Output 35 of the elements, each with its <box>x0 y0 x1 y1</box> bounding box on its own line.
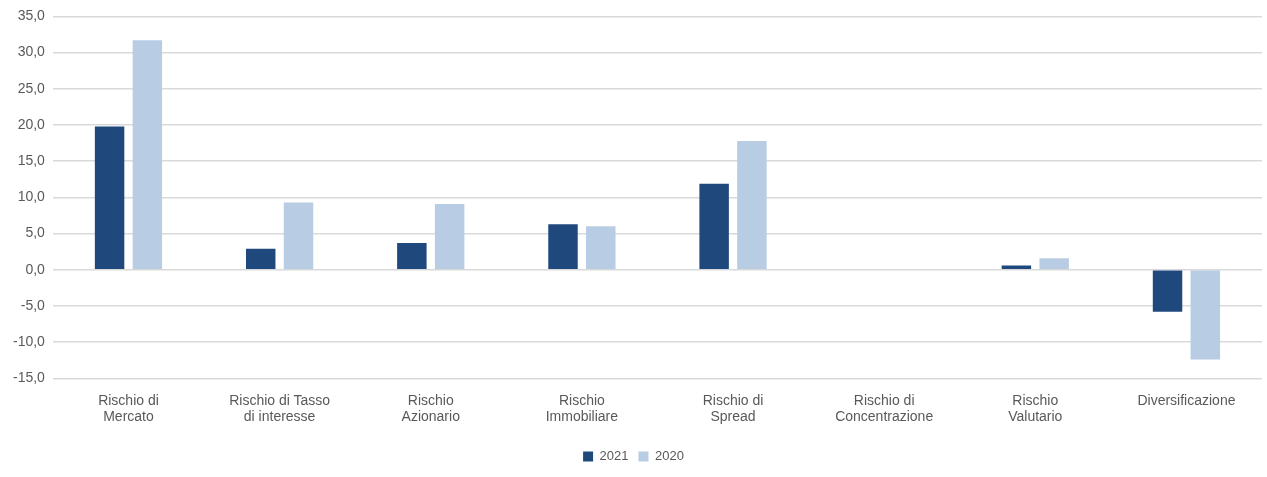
y-tick-label: 30,0 <box>17 43 46 60</box>
x-tick-label: Rischio di Mercato <box>98 391 159 425</box>
bar <box>132 40 163 270</box>
bar <box>548 224 578 270</box>
y-tick-label: 10,0 <box>17 188 46 205</box>
x-tick-label: Rischio Valutario <box>1008 391 1063 425</box>
bar <box>1039 258 1069 270</box>
bar <box>245 248 276 270</box>
x-tick-label: Rischio di Tasso di interesse <box>229 391 331 425</box>
x-tick-label: Rischio di Spread <box>702 391 764 425</box>
bar <box>397 243 427 270</box>
bar <box>94 126 125 270</box>
y-tick-label: 0,0 <box>25 260 46 277</box>
y-tick-label: 20,0 <box>17 115 46 132</box>
y-tick-label: -10,0 <box>12 333 46 350</box>
bar <box>586 226 616 270</box>
y-tick-label: 15,0 <box>17 152 46 169</box>
y-tick-label: -15,0 <box>12 369 46 386</box>
bar <box>737 140 767 270</box>
y-tick-label: 35,0 <box>17 7 46 24</box>
legend-label: 2021 <box>599 448 629 464</box>
bar <box>283 202 314 270</box>
y-tick-label: 5,0 <box>25 224 46 241</box>
x-tick-label: Rischio Immobiliare <box>545 391 619 425</box>
y-tick-label: 25,0 <box>17 79 46 96</box>
bar <box>1190 270 1221 360</box>
x-tick-label: Diversificazione <box>1137 391 1236 408</box>
bar <box>434 203 465 270</box>
y-tick-label: -5,0 <box>20 296 46 313</box>
x-tick-label: Rischio Azionario <box>401 391 461 425</box>
legend-label: 2020 <box>655 448 684 464</box>
x-tick-label: Rischio di Concentrazione <box>835 391 934 425</box>
bar <box>1001 265 1032 270</box>
bar <box>699 183 729 270</box>
bar <box>1152 270 1183 312</box>
